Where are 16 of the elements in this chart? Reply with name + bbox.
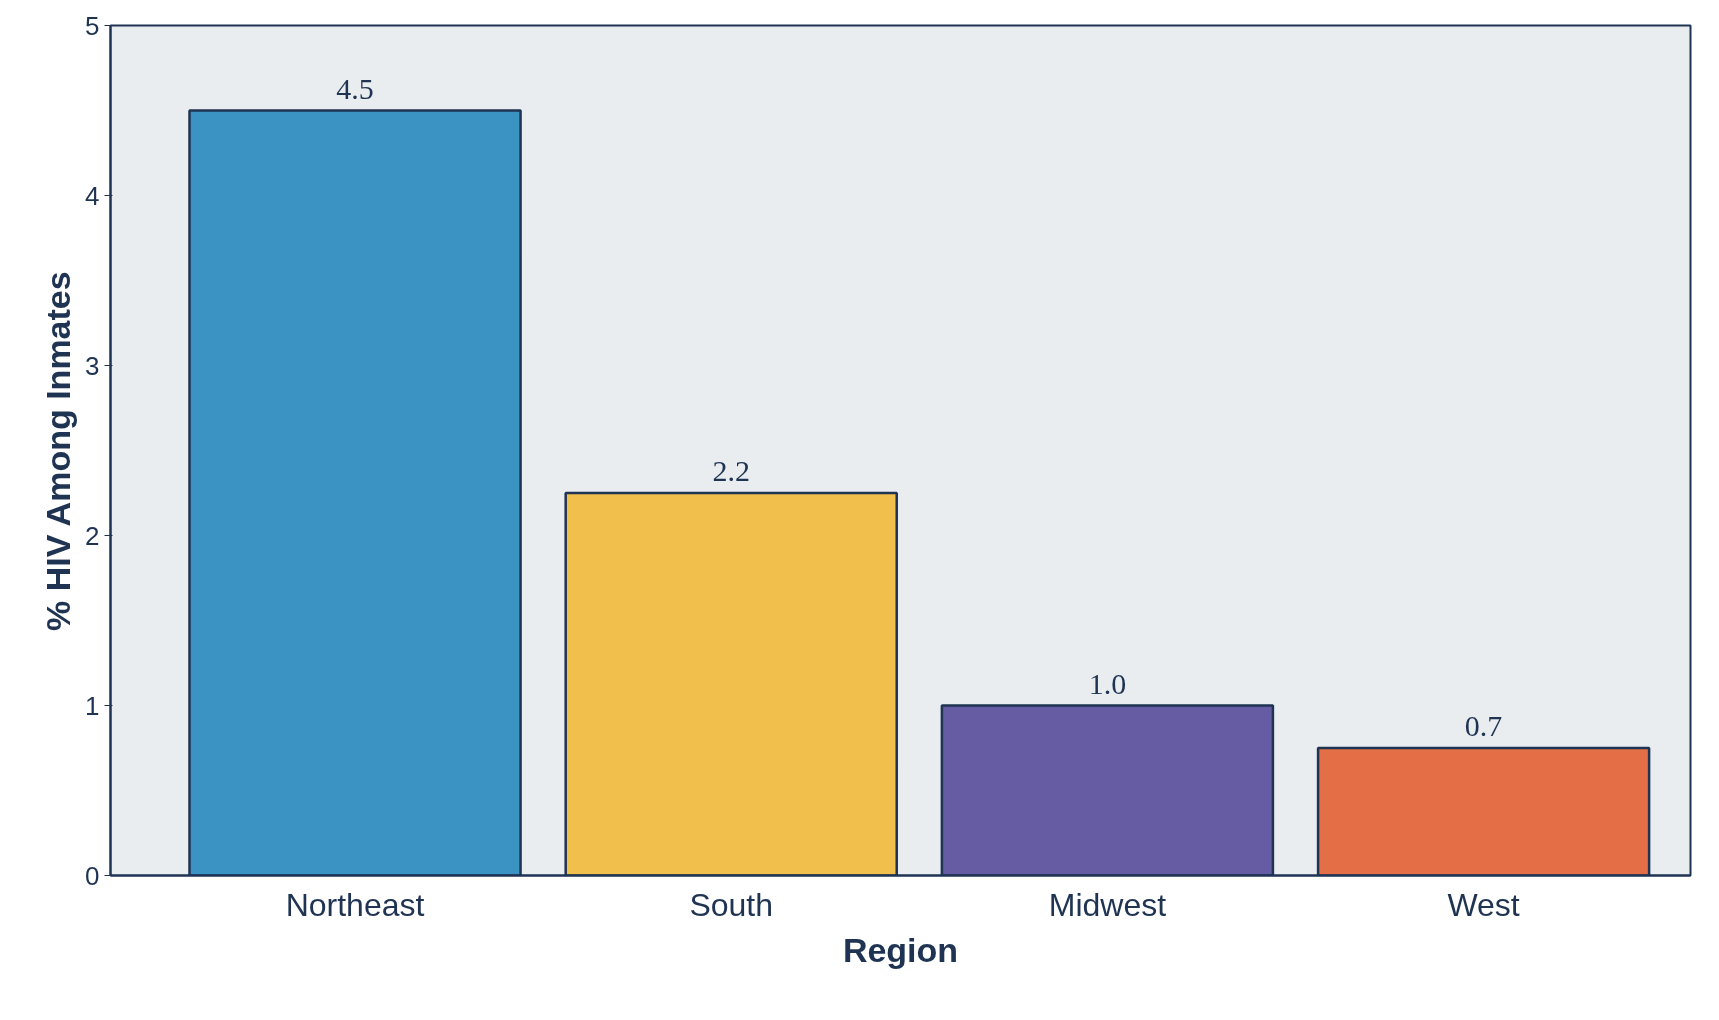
y-tick-label: 1: [85, 690, 100, 721]
data-label: 0.7: [1464, 709, 1503, 742]
y-axis-title: % HIV Among Inmates: [39, 271, 78, 631]
y-tick-label: 4: [85, 180, 100, 211]
y-tick-label: 5: [85, 10, 100, 41]
x-tick-label: West: [1447, 886, 1520, 923]
x-tick-label: South: [689, 886, 774, 923]
x-axis-title: Region: [842, 930, 959, 969]
data-label: 2.2: [712, 454, 750, 487]
y-tick-label: 3: [85, 350, 100, 381]
y-tick-label: 0: [85, 860, 100, 891]
data-label: 4.5: [336, 71, 374, 105]
data-label: 1.0: [1088, 666, 1127, 700]
y-tick-label: 2: [85, 520, 100, 551]
x-tick-label: Midwest: [1048, 886, 1167, 923]
x-tick-label: Northeast: [285, 886, 425, 923]
